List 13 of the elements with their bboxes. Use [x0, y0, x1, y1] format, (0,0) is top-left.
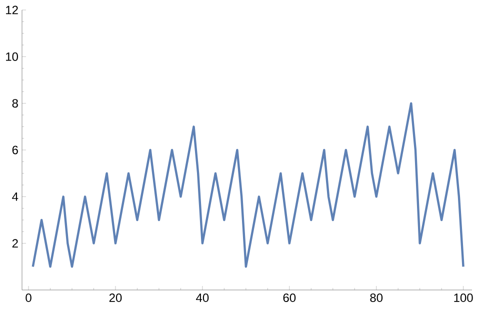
x-tick-label: 40 — [196, 294, 209, 302]
line-series — [32, 102, 464, 268]
y-tick-label: 6 — [12, 146, 18, 154]
x-tick-label: 100 — [454, 294, 473, 302]
y-tick-label: 10 — [6, 52, 18, 61]
y-tick-label: 2 — [12, 239, 18, 248]
y-tick-label: 8 — [12, 99, 18, 108]
y-tick-label: 12 — [6, 6, 18, 14]
y-tick-label: 4 — [12, 192, 18, 201]
x-tick-label: 80 — [370, 294, 383, 302]
x-tick-label: 0 — [26, 294, 32, 302]
x-tick-label: 20 — [109, 294, 122, 302]
x-tick-label: 60 — [283, 294, 296, 302]
